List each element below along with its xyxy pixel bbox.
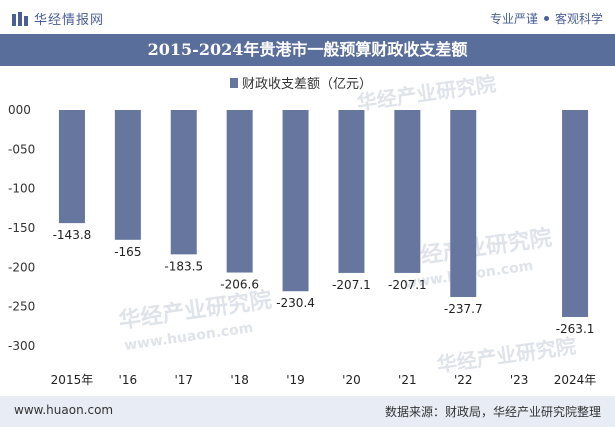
data-label: -263.1 — [556, 322, 595, 336]
data-label: -206.6 — [220, 278, 259, 292]
bar — [170, 110, 197, 255]
top-bar: 华经情报网 专业严谨 客观科学 — [0, 0, 615, 34]
x-axis: 2015年 '16 '17 '18 '19 '20 '21 '22 '23 2024年 — [51, 373, 597, 387]
data-label: -230.4 — [276, 296, 315, 310]
data-label: -143.8 — [53, 228, 92, 242]
footer-source: 数据来源：财政局，华经产业研究院整理 — [384, 405, 601, 419]
footer-website[interactable]: www.huaon.com — [14, 403, 114, 417]
legend: 财政收支差额（亿元） — [230, 77, 372, 92]
y-tick-label: -050 — [8, 142, 35, 156]
y-tick-label: -300 — [8, 339, 35, 353]
y-tick-label: -200 — [8, 260, 35, 274]
y-axis: 000 -050 -100 -150 -200 -250 -300 — [8, 103, 35, 353]
x-tick-label: '19 — [286, 373, 305, 387]
legend-label: 财政收支差额（亿元） — [242, 77, 372, 92]
bar — [58, 110, 85, 224]
x-tick-label: '20 — [342, 373, 361, 387]
y-tick-label: -250 — [8, 300, 35, 314]
x-tick-label: 2024年 — [554, 373, 597, 387]
x-tick-label: 2015年 — [51, 373, 94, 387]
y-tick-label: -150 — [8, 221, 35, 235]
x-tick-label: '16 — [119, 373, 138, 387]
bar — [226, 110, 253, 273]
data-label: -165 — [114, 245, 141, 259]
x-tick-label: '17 — [174, 373, 193, 387]
x-tick-label: '22 — [454, 373, 473, 387]
x-tick-label: '23 — [510, 373, 529, 387]
bars: -143.8 -165 -183.5 -206.6 -230.4 -207.1 -207.1… — [53, 110, 595, 336]
tagline-left: 专业严谨 — [489, 12, 538, 26]
data-label: -183.5 — [164, 259, 203, 273]
x-tick-label: '18 — [230, 373, 249, 387]
tagline: 专业严谨 客观科学 — [490, 10, 603, 27]
watermark-text: 华经产业研究院 — [435, 334, 577, 377]
bar — [562, 110, 589, 317]
data-label: -207.1 — [332, 278, 371, 292]
chart-title: 2015-2024年贵港市一般预算财政收支差额 — [147, 40, 468, 59]
bar-chart: 华经产业研究院 华经产业研究院 www.huaon.com 华经产业研究院 ww… — [8, 72, 597, 387]
bar — [338, 110, 365, 273]
bar — [394, 110, 421, 273]
x-tick-label: '21 — [398, 373, 417, 387]
legend-swatch — [230, 78, 238, 88]
bar — [450, 110, 477, 297]
data-label: -207.1 — [388, 278, 427, 292]
brand-name: 华经情报网 — [34, 13, 105, 28]
bar — [282, 110, 309, 292]
tagline-right: 客观科学 — [554, 12, 603, 26]
y-tick-label: 000 — [8, 103, 31, 117]
brand-logo-icon — [12, 11, 28, 26]
separator-dot-icon — [543, 16, 549, 21]
footer: www.huaon.com 数据来源：财政局，华经产业研究院整理 — [0, 396, 615, 427]
y-tick-label: -100 — [8, 182, 35, 196]
title-bar: 2015-2024年贵港市一般预算财政收支差额 — [0, 34, 615, 66]
watermark-text: 华经产业研究院 — [355, 72, 497, 115]
brand[interactable]: 华经情报网 — [12, 9, 104, 28]
bar — [114, 110, 141, 240]
data-label: -237.7 — [444, 302, 483, 316]
